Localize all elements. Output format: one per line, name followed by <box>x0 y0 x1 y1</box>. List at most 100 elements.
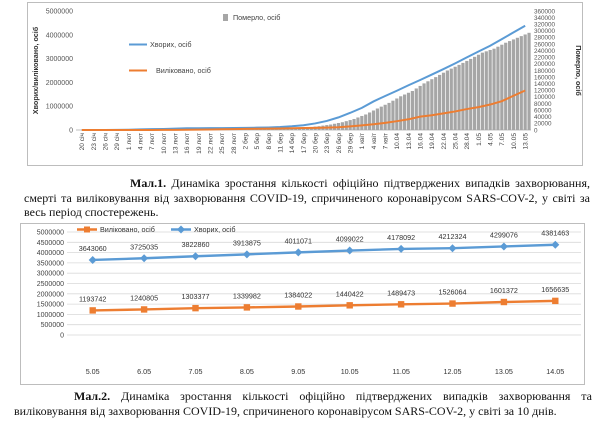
cases-marker <box>499 242 508 251</box>
cases-marker <box>551 240 560 249</box>
x-tick-label: 22 лют <box>207 133 214 154</box>
x-tick-label: 12.05 <box>444 367 462 376</box>
x-tick-label: 22.04 <box>441 133 448 150</box>
deaths-bar <box>473 56 477 130</box>
y-right-tick-label: 100000 <box>534 94 556 101</box>
y-left-axis-label: Хворих/виліковано, осіб <box>31 26 40 114</box>
y-tick-label: 4000000 <box>37 250 64 257</box>
y-left-tick-label: 4000000 <box>46 32 73 39</box>
deaths-bar <box>438 74 442 130</box>
deaths-bar <box>422 83 426 130</box>
deaths-bar <box>368 112 372 130</box>
y-left-tick-label: 0 <box>69 128 73 135</box>
x-tick-label: 14.05 <box>546 367 564 376</box>
deaths-bar <box>356 117 360 130</box>
x-tick-label: 14 бер <box>288 133 296 154</box>
x-tick-label: 5 бер <box>253 133 261 150</box>
deaths-bar <box>500 44 504 130</box>
deaths-bar <box>519 36 523 130</box>
x-tick-label: 20 бер <box>311 133 319 154</box>
x-tick-label: 23 січ <box>90 133 98 150</box>
deaths-bar <box>465 60 469 130</box>
recovered-data-label: 1240805 <box>130 293 158 302</box>
deaths-bar <box>476 54 481 131</box>
x-tick-label: 13.05 <box>495 367 513 376</box>
recovered-data-label: 1339982 <box>233 291 261 300</box>
recovered-marker <box>243 304 251 311</box>
caption-1-text: Динаміка зростання кількості офіційно пі… <box>24 176 590 219</box>
recovered-marker <box>397 301 405 308</box>
y-right-tick-label: 180000 <box>534 68 556 75</box>
legend-recovered-label: Виліковано, осіб <box>100 225 155 234</box>
recovered-line <box>92 299 556 312</box>
deaths-bar <box>453 66 457 130</box>
x-tick-label: 16.04 <box>417 133 424 150</box>
x-tick-label: 8.05 <box>240 367 254 376</box>
y-tick-label: 1500000 <box>37 302 64 309</box>
y-left-tick-label: 2000000 <box>46 80 73 87</box>
cases-data-label: 4178092 <box>387 233 415 242</box>
x-tick-label: 16 лют <box>184 133 191 154</box>
x-tick-label: 28.04 <box>464 133 471 150</box>
recovered-marker <box>89 307 96 314</box>
y-left-tick-label: 1000000 <box>46 104 73 111</box>
deaths-bar <box>403 94 407 130</box>
recovered-data-label: 1489473 <box>387 288 415 297</box>
recovered-data-label: 1526064 <box>439 288 467 297</box>
chart-2-svg: 0 500000 1000000 1500000 2000000 2500000 30000… <box>37 225 581 376</box>
cases-data-label: 4299076 <box>490 230 518 239</box>
x-tick-label: 28 лют <box>231 133 238 154</box>
x-tick-label: 8 бер <box>265 133 273 150</box>
deaths-bar <box>426 81 430 130</box>
y-right-tick-label: 300000 <box>534 28 556 35</box>
deaths-bar <box>523 34 527 130</box>
y-right-tick-label: 80000 <box>534 101 552 108</box>
recovered-data-label: 1303377 <box>182 292 210 301</box>
x-tick-label: 13 лют <box>172 133 179 154</box>
deaths-bar <box>508 41 512 131</box>
legend-recovered-marker <box>84 226 90 233</box>
cases-data-label: 4011071 <box>285 236 312 245</box>
cases-data-label: 4212324 <box>439 232 467 241</box>
x-tick-label: 29 бер <box>346 133 354 154</box>
caption-2-text: Динаміка зростання кількості офіційно пі… <box>14 389 592 418</box>
deaths-bar <box>399 96 403 130</box>
legend-cases-label: Хворих, осіб <box>194 225 235 234</box>
recovered-marker <box>192 304 199 312</box>
recovered-data-label: 1601372 <box>490 286 518 295</box>
recovered-data-label: 1440422 <box>336 289 364 298</box>
cases-data-label: 4381463 <box>541 229 569 238</box>
cases-data-label: 3725035 <box>130 242 158 251</box>
deaths-bar <box>406 92 411 130</box>
cases-data-label: 3643060 <box>79 244 107 253</box>
y-right-tick-label: 240000 <box>534 48 556 55</box>
y-right-tick-label: 360000 <box>534 8 556 15</box>
x-tick-label: 7 квіт <box>381 133 389 149</box>
x-tick-label: 4 лют <box>137 133 144 150</box>
x-tick-label: 10.05 <box>341 367 359 376</box>
deaths-bar <box>441 72 446 130</box>
caption-2: Мал.2. Динаміка зростання кількості офіц… <box>14 389 592 418</box>
cases-marker <box>140 254 149 263</box>
deaths-bar <box>488 50 492 130</box>
cases-data-label: 4099022 <box>336 235 364 244</box>
x-tick-label: 29 січ <box>113 133 121 150</box>
deaths-bar <box>515 37 519 130</box>
cases-data-label: 3822860 <box>182 240 210 249</box>
x-tick-label: 11 бер <box>276 133 284 153</box>
deaths-bar <box>480 52 484 130</box>
y-right-tick-label: 280000 <box>534 35 556 42</box>
recovered-data-label: 1656635 <box>541 285 569 294</box>
x-tick-label: 25.04 <box>452 133 459 150</box>
recovered-marker <box>295 303 302 310</box>
chart-1-container: 0 1000000 2000000 3000000 4000000 5000000 0 200… <box>27 2 583 166</box>
y-tick-label: 5000000 <box>37 230 64 237</box>
deaths-bar <box>383 104 387 130</box>
cases-marker <box>191 252 200 261</box>
x-tick-label: 4.05 <box>487 133 494 146</box>
x-tick-label: 13.05 <box>522 133 529 150</box>
y-tick-label: 4500000 <box>37 240 64 247</box>
x-tick-label: 7.05 <box>499 133 506 146</box>
y-tick-label: 0 <box>60 333 64 340</box>
x-tick-label: 7 лют <box>149 133 156 150</box>
